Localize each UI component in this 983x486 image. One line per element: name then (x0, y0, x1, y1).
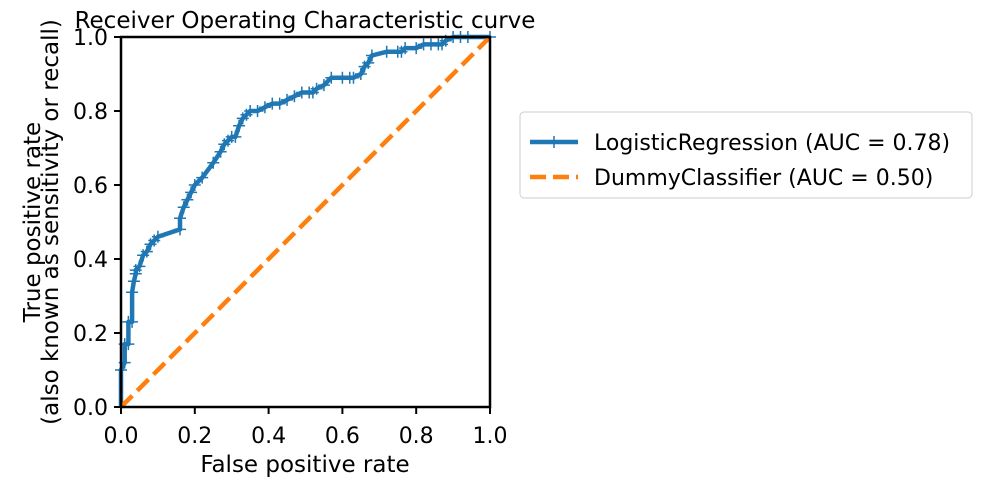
roc-point (185, 186, 198, 199)
legend: LogisticRegression (AUC = 0.78) DummyClas… (519, 111, 973, 199)
y-tick-label: 0.0 (73, 396, 108, 421)
y-axis-ticks: 0.0 0.2 0.4 0.6 0.8 1.0 (73, 26, 121, 421)
roc-point (410, 42, 423, 55)
y-tick-label: 0.8 (73, 100, 108, 125)
roc-point (207, 156, 220, 169)
roc-point (122, 338, 135, 351)
chance-line (119, 35, 492, 409)
roc-point (126, 315, 139, 328)
roc-point (177, 201, 190, 214)
roc-point (126, 286, 139, 299)
y-tick-label: 0.2 (73, 322, 108, 347)
roc-point (281, 93, 294, 106)
x-tick-label: 0.0 (104, 424, 139, 449)
roc-point (229, 130, 242, 143)
series-layer (115, 31, 496, 413)
plot-area (115, 31, 496, 413)
legend-label: DummyClassifier (AUC = 0.50) (594, 166, 933, 191)
y-axis-label-line1: True positive rate (20, 122, 46, 323)
roc-point (310, 82, 323, 95)
roc-point (188, 179, 201, 191)
y-tick-label: 0.4 (73, 248, 108, 273)
roc-point (151, 230, 164, 243)
roc-point (380, 45, 393, 58)
roc-point (214, 145, 227, 158)
roc-point (288, 90, 301, 103)
y-axis-label: True positive rate (also known as sensit… (20, 19, 64, 425)
legend-marker (548, 136, 560, 148)
x-tick-label: 0.8 (399, 424, 434, 449)
roc-point (399, 42, 412, 55)
x-axis-label: False positive rate (200, 452, 409, 478)
x-axis-ticks: 0.0 0.2 0.4 0.6 0.8 1.0 (104, 407, 508, 449)
roc-point (233, 119, 246, 132)
roc-point (347, 71, 360, 84)
roc-point (127, 275, 140, 288)
roc-point (273, 97, 286, 110)
roc-point (181, 193, 194, 206)
y-axis-label-line2: (also known as sensitivity or recall) (38, 19, 64, 425)
roc-point (133, 260, 146, 273)
y-tick-label: 1.0 (73, 26, 108, 51)
x-tick-label: 0.4 (251, 424, 286, 449)
roc-point (362, 56, 375, 69)
x-tick-label: 1.0 (473, 424, 508, 449)
plot-frame (119, 35, 492, 409)
roc-point (365, 49, 378, 62)
roc-point (317, 79, 330, 92)
roc-point (174, 223, 187, 236)
roc-point (251, 105, 264, 117)
legend-label: LogisticRegression (AUC = 0.78) (594, 131, 950, 156)
roc-point (174, 212, 187, 225)
roc-point (354, 68, 367, 80)
y-tick-label: 0.6 (73, 174, 108, 199)
roc-point (140, 245, 153, 258)
chart-title: Receiver Operating Characteristic curve (75, 8, 536, 34)
roc-point (196, 171, 209, 184)
roc-point (258, 101, 271, 114)
x-tick-label: 0.6 (325, 424, 360, 449)
x-tick-label: 0.2 (177, 424, 212, 449)
legend-box (519, 111, 973, 199)
roc-point (325, 71, 338, 84)
